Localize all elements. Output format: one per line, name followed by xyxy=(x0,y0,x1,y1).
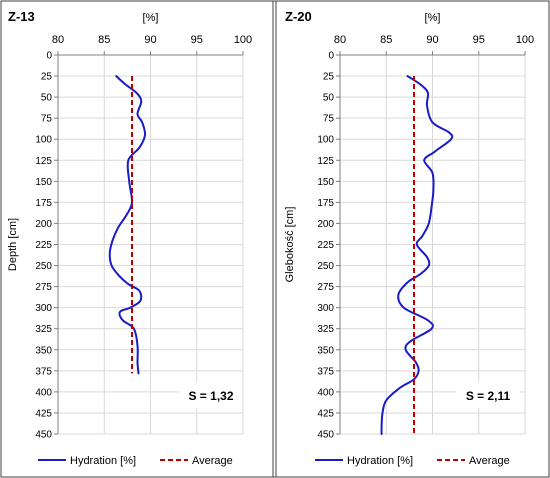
y-axis-label: Glebokość [cm] xyxy=(284,207,296,283)
x-tick-label: 90 xyxy=(426,34,438,46)
legend-label-average: Average xyxy=(469,455,510,467)
y-tick-label: 250 xyxy=(35,261,52,272)
chart-panel-z13: Z-13 [%] 80 85 90 95 100 0 25 50 75 100 125 150 175 200… xyxy=(7,9,252,467)
y-tick-label: 0 xyxy=(328,51,334,62)
annotation-box xyxy=(456,382,520,408)
y-tick-label: 300 xyxy=(317,303,334,314)
y-tick-label: 75 xyxy=(41,114,53,125)
y-tick-label: 25 xyxy=(323,72,335,83)
y-tick-label: 275 xyxy=(35,282,52,293)
y-tick-label: 100 xyxy=(35,135,52,146)
y-tick-label: 450 xyxy=(35,430,52,441)
y-tick-label: 350 xyxy=(35,345,52,356)
y-tick-label: 175 xyxy=(317,198,334,209)
y-tick-label: 300 xyxy=(35,303,52,314)
y-tick-label: 200 xyxy=(317,219,334,230)
x-tick-label: 85 xyxy=(98,34,110,46)
chart-title: Z-13 xyxy=(8,9,35,24)
y-tick-label: 325 xyxy=(317,324,334,335)
y-tick-label: 375 xyxy=(317,366,334,377)
y-tick-label: 100 xyxy=(317,135,334,146)
annotation-box xyxy=(179,382,243,408)
y-tick-label: 275 xyxy=(317,282,334,293)
x-tick-label: 95 xyxy=(191,34,203,46)
y-tick-label: 400 xyxy=(317,387,334,398)
annotation-text: S = 2,11 xyxy=(466,389,511,403)
y-tick-label: 50 xyxy=(323,93,335,104)
chart-panel-z20: Z-20 [%] 80 85 90 95 100 0 25 50 75 100 125 150 175 200… xyxy=(284,9,534,467)
y-tick-label: 0 xyxy=(46,51,52,62)
y-tick-label: 450 xyxy=(317,430,334,441)
y-tick-label: 75 xyxy=(323,114,335,125)
y-tick-label: 350 xyxy=(317,345,334,356)
x-tick-label: 100 xyxy=(516,34,534,46)
y-tick-label: 50 xyxy=(41,93,53,104)
y-tick-label: 325 xyxy=(35,324,52,335)
series-line-hydration xyxy=(108,75,147,375)
x-tick-label: 95 xyxy=(473,34,485,46)
x-tick-label: 85 xyxy=(380,34,392,46)
y-tick-label: 375 xyxy=(35,366,52,377)
y-tick-label: 125 xyxy=(317,156,334,167)
y-axis-label: Depth [cm] xyxy=(7,218,19,271)
legend-label-hydration: Hydration [%] xyxy=(347,455,413,467)
x-tick-label: 90 xyxy=(144,34,156,46)
chart-title: Z-20 xyxy=(285,9,312,24)
annotation-text: S = 1,32 xyxy=(188,389,233,403)
x-tick-label: 80 xyxy=(52,34,64,46)
legend-label-hydration: Hydration [%] xyxy=(70,455,136,467)
y-tick-label: 150 xyxy=(317,177,334,188)
y-tick-label: 425 xyxy=(317,408,334,419)
y-tick-label: 175 xyxy=(35,198,52,209)
y-tick-label: 125 xyxy=(35,156,52,167)
x-tick-label: 100 xyxy=(234,34,252,46)
y-tick-label: 225 xyxy=(35,240,52,251)
y-tick-label: 250 xyxy=(317,261,334,272)
y-tick-label: 425 xyxy=(35,408,52,419)
y-tick-label: 25 xyxy=(41,72,53,83)
x-tick-label: 80 xyxy=(334,34,346,46)
x-axis-label: [%] xyxy=(143,12,159,24)
series-line-hydration xyxy=(380,75,454,435)
y-tick-label: 400 xyxy=(35,387,52,398)
legend-label-average: Average xyxy=(192,455,233,467)
y-tick-label: 150 xyxy=(35,177,52,188)
y-tick-label: 200 xyxy=(35,219,52,230)
y-tick-label: 225 xyxy=(317,240,334,251)
x-axis-label: [%] xyxy=(425,12,441,24)
